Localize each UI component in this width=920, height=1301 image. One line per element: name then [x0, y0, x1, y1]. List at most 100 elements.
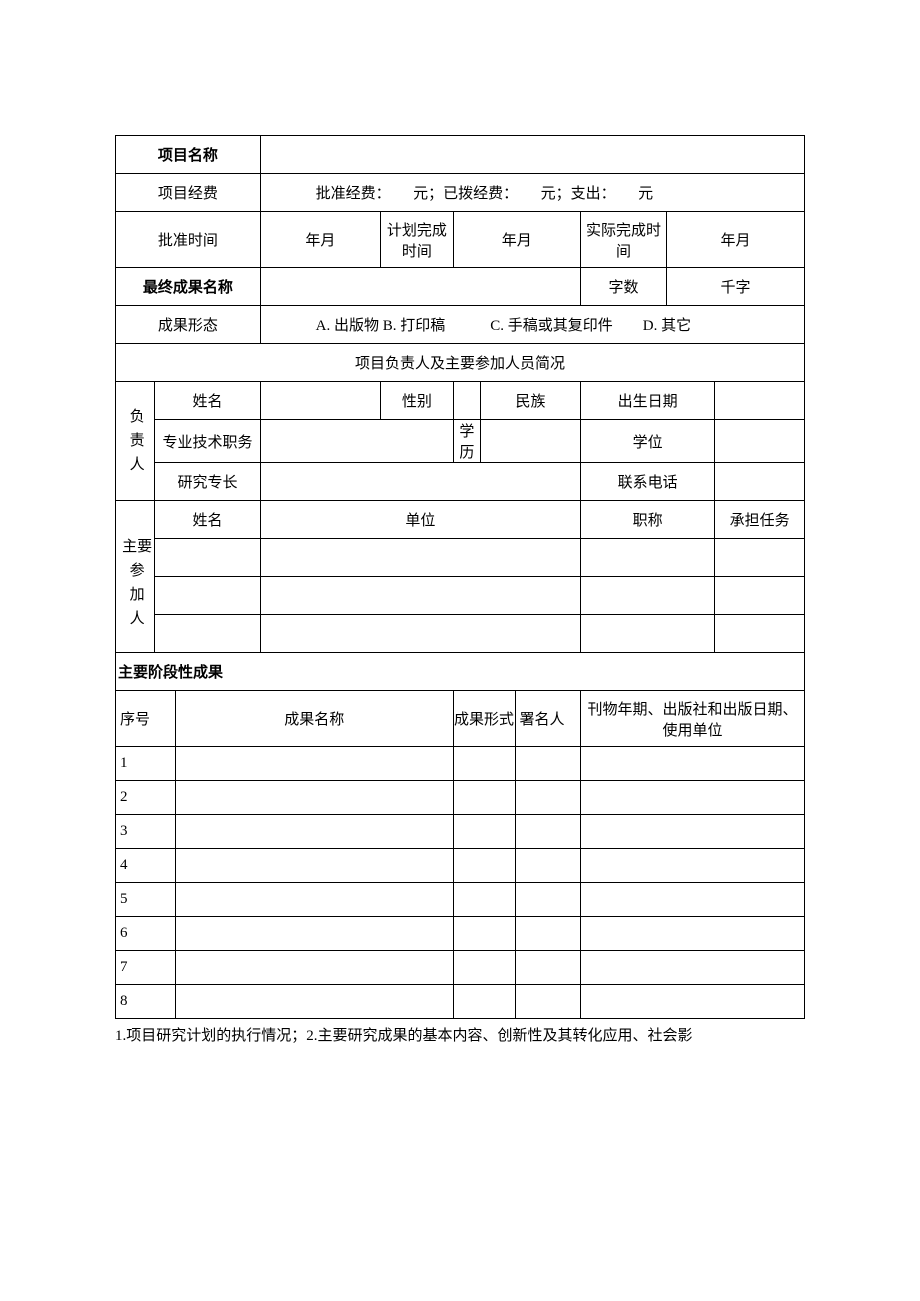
birth-date-label: 出生日期	[581, 382, 715, 420]
table-row[interactable]	[453, 849, 515, 883]
participant-row[interactable]	[155, 615, 260, 653]
participant-title-header: 职称	[581, 501, 715, 539]
education-value[interactable]	[481, 420, 581, 463]
participant-row[interactable]	[260, 577, 580, 615]
table-row[interactable]	[515, 781, 580, 815]
plan-complete-label: 计划完成时间	[381, 212, 453, 268]
table-row[interactable]	[453, 747, 515, 781]
seq-cell: 1	[116, 747, 176, 781]
participant-row[interactable]	[155, 577, 260, 615]
final-result-value[interactable]	[260, 268, 580, 306]
personnel-section-header: 项目负责人及主要参加人员简况	[116, 344, 805, 382]
table-row[interactable]	[581, 781, 805, 815]
table-row[interactable]	[581, 985, 805, 1019]
seq-cell: 8	[116, 985, 176, 1019]
table-row[interactable]	[175, 883, 453, 917]
table-row[interactable]	[175, 985, 453, 1019]
table-row[interactable]	[581, 849, 805, 883]
participant-row[interactable]	[715, 577, 805, 615]
table-row[interactable]	[175, 815, 453, 849]
participant-row[interactable]	[581, 539, 715, 577]
project-name-value[interactable]	[260, 136, 804, 174]
participant-name-header: 姓名	[155, 501, 260, 539]
table-row[interactable]	[515, 883, 580, 917]
participant-unit-header: 单位	[260, 501, 580, 539]
participant-row[interactable]	[155, 539, 260, 577]
leader-name-label: 姓名	[155, 382, 260, 420]
table-row[interactable]	[581, 883, 805, 917]
seq-no-header: 序号	[116, 691, 176, 747]
table-row[interactable]	[581, 747, 805, 781]
participant-row[interactable]	[260, 615, 580, 653]
word-count-value[interactable]: 千字	[667, 268, 805, 306]
table-row[interactable]	[453, 917, 515, 951]
table-row[interactable]	[175, 781, 453, 815]
plan-complete-value[interactable]: 年月	[453, 212, 580, 268]
result-name-header: 成果名称	[175, 691, 453, 747]
participant-row[interactable]	[715, 539, 805, 577]
degree-label: 学位	[581, 420, 715, 463]
gender-label: 性别	[381, 382, 453, 420]
table-row[interactable]	[515, 849, 580, 883]
table-row[interactable]	[453, 985, 515, 1019]
publication-info-header: 刊物年期、出版社和出版日期、使用单位	[581, 691, 805, 747]
seq-cell: 2	[116, 781, 176, 815]
table-row[interactable]	[515, 985, 580, 1019]
stage-results-header: 主要阶段性成果	[116, 653, 805, 691]
seq-cell: 7	[116, 951, 176, 985]
table-row[interactable]	[175, 951, 453, 985]
seq-cell: 6	[116, 917, 176, 951]
project-funding-label: 项目经费	[116, 174, 261, 212]
table-row[interactable]	[515, 917, 580, 951]
table-row[interactable]	[581, 917, 805, 951]
birth-date-value[interactable]	[715, 382, 805, 420]
gender-value[interactable]	[453, 382, 481, 420]
table-row[interactable]	[515, 951, 580, 985]
phone-value[interactable]	[715, 463, 805, 501]
participant-task-header: 承担任务	[715, 501, 805, 539]
word-count-label: 字数	[581, 268, 667, 306]
table-row[interactable]	[515, 747, 580, 781]
participant-row[interactable]	[715, 615, 805, 653]
result-format-header: 成果形式	[453, 691, 515, 747]
actual-complete-label: 实际完成时间	[581, 212, 667, 268]
project-form-table: 项目名称 项目经费 批准经费： 元；已拨经费： 元；支出： 元 批准时间 年月 …	[115, 135, 805, 1019]
phone-label: 联系电话	[581, 463, 715, 501]
table-row[interactable]	[581, 951, 805, 985]
result-form-label: 成果形态	[116, 306, 261, 344]
participants-label: 主要 参 加 人	[116, 501, 155, 653]
table-row[interactable]	[581, 815, 805, 849]
table-row[interactable]	[515, 815, 580, 849]
leader-name-value[interactable]	[260, 382, 381, 420]
final-result-label: 最终成果名称	[116, 268, 261, 306]
table-row[interactable]	[175, 917, 453, 951]
leader-label: 负 责 人	[116, 382, 155, 501]
table-row[interactable]	[175, 849, 453, 883]
footer-text: 1.项目研究计划的执行情况；2.主要研究成果的基本内容、创新性及其转化应用、社会…	[115, 1025, 805, 1048]
prof-title-value[interactable]	[260, 420, 453, 463]
prof-title-label: 专业技术职务	[155, 420, 260, 463]
table-row[interactable]	[453, 815, 515, 849]
actual-complete-value[interactable]: 年月	[667, 212, 805, 268]
seq-cell: 3	[116, 815, 176, 849]
research-specialty-value[interactable]	[260, 463, 580, 501]
education-label: 学历	[453, 420, 481, 463]
table-row[interactable]	[453, 781, 515, 815]
participant-row[interactable]	[260, 539, 580, 577]
participant-row[interactable]	[581, 615, 715, 653]
funding-detail[interactable]: 批准经费： 元；已拨经费： 元；支出： 元	[260, 174, 804, 212]
table-row[interactable]	[453, 883, 515, 917]
seq-cell: 5	[116, 883, 176, 917]
approve-time-label: 批准时间	[116, 212, 261, 268]
signer-header: 署名人	[515, 691, 580, 747]
project-name-label: 项目名称	[116, 136, 261, 174]
seq-cell: 4	[116, 849, 176, 883]
participant-row[interactable]	[581, 577, 715, 615]
approve-time-value[interactable]: 年月	[260, 212, 381, 268]
ethnicity-label: 民族	[481, 382, 581, 420]
table-row[interactable]	[453, 951, 515, 985]
table-row[interactable]	[175, 747, 453, 781]
result-form-options[interactable]: A. 出版物 B. 打印稿 C. 手稿或其复印件 D. 其它	[260, 306, 804, 344]
research-specialty-label: 研究专长	[155, 463, 260, 501]
degree-value[interactable]	[715, 420, 805, 463]
